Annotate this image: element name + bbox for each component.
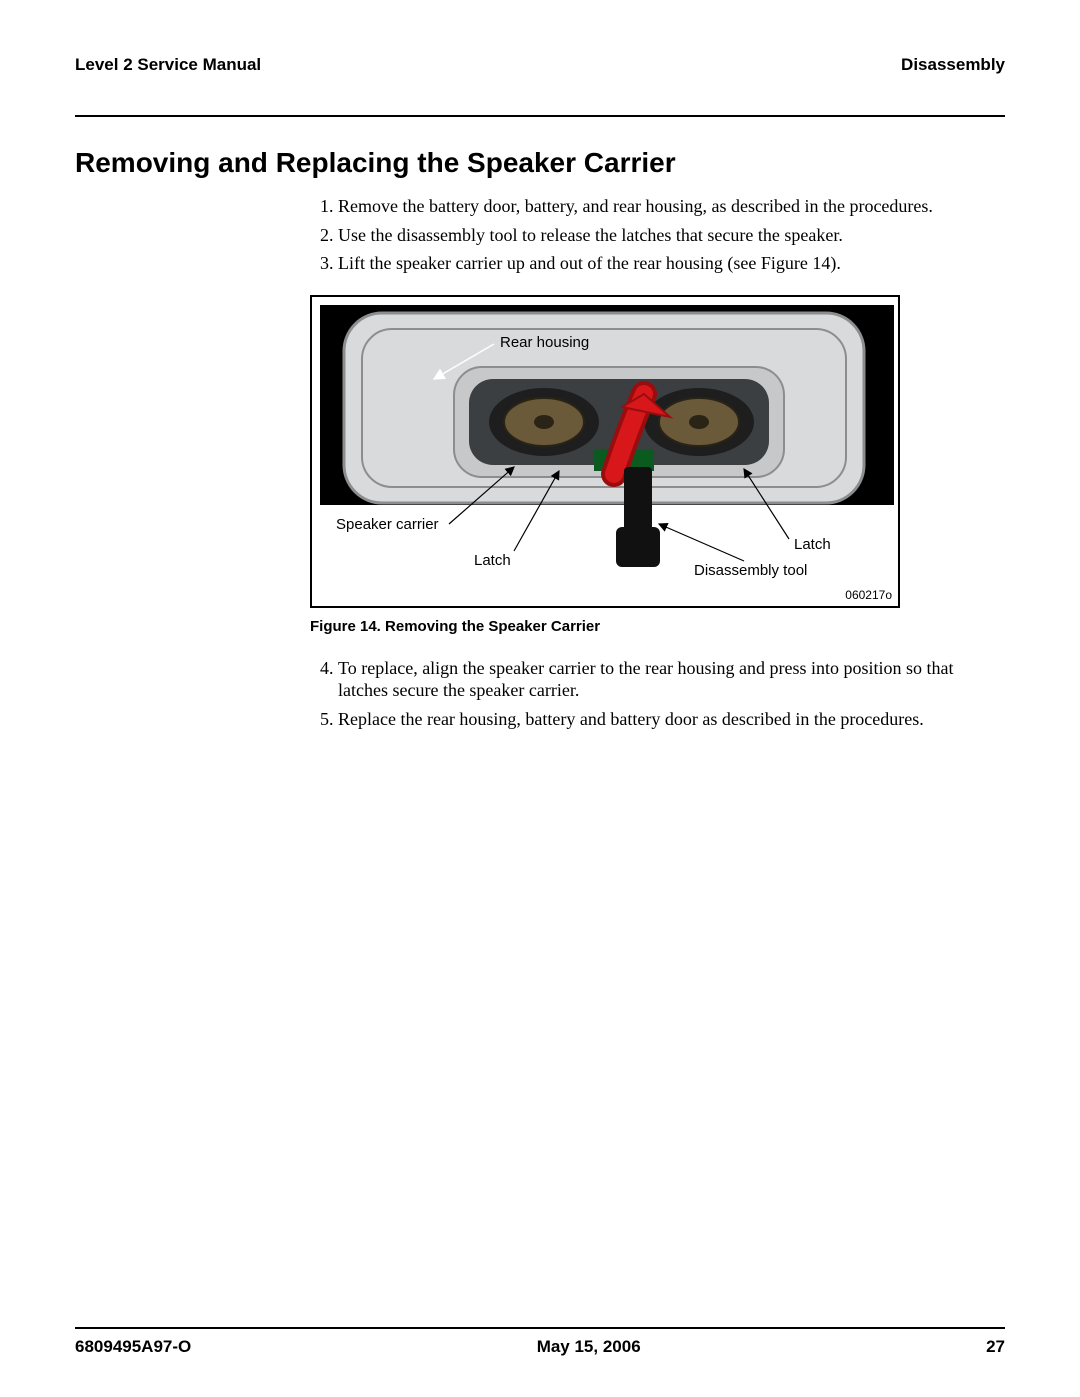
header-right: Disassembly <box>901 55 1005 75</box>
figure-box: Rear housing Speaker carrier Latch Latch… <box>310 295 900 608</box>
step-item: Remove the battery door, battery, and re… <box>338 195 1005 218</box>
svg-text:Rear housing: Rear housing <box>500 334 589 351</box>
svg-text:Disassembly tool: Disassembly tool <box>694 562 807 579</box>
step-item: Use the disassembly tool to release the … <box>338 224 1005 247</box>
body-column: Remove the battery door, battery, and re… <box>310 195 1005 736</box>
header-left: Level 2 Service Manual <box>75 55 261 75</box>
figure-illustration: Rear housing Speaker carrier Latch Latch… <box>312 297 898 606</box>
document-page: Level 2 Service Manual Disassembly Remov… <box>0 0 1080 1397</box>
footer-rule <box>75 1327 1005 1329</box>
svg-text:Speaker carrier: Speaker carrier <box>336 516 439 533</box>
footer-line: 6809495A97-O May 15, 2006 27 <box>75 1337 1005 1357</box>
svg-text:Latch: Latch <box>794 536 831 553</box>
figure-caption: Figure 14. Removing the Speaker Carrier <box>310 618 1005 635</box>
steps-list-a: Remove the battery door, battery, and re… <box>310 195 1005 275</box>
figure-image-id: 060217o <box>845 588 892 602</box>
page-footer: 6809495A97-O May 15, 2006 27 <box>75 1327 1005 1357</box>
footer-doc-id: 6809495A97-O <box>75 1337 191 1357</box>
step-item: To replace, align the speaker carrier to… <box>338 657 1005 702</box>
step-item: Replace the rear housing, battery and ba… <box>338 708 1005 731</box>
section-title: Removing and Replacing the Speaker Carri… <box>75 147 1005 179</box>
svg-text:Latch: Latch <box>474 552 511 569</box>
step-item: Lift the speaker carrier up and out of t… <box>338 252 1005 275</box>
header-rule <box>75 115 1005 117</box>
footer-page-number: 27 <box>986 1337 1005 1357</box>
footer-date: May 15, 2006 <box>537 1337 641 1357</box>
page-header: Level 2 Service Manual Disassembly <box>75 55 1005 115</box>
steps-list-b: To replace, align the speaker carrier to… <box>310 657 1005 731</box>
